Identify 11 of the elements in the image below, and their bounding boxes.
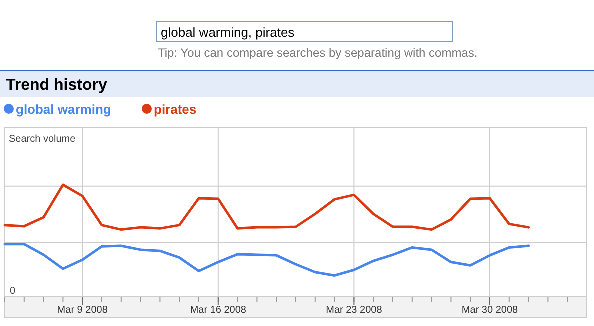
x-tick-label: Mar 30 2008 bbox=[462, 305, 519, 316]
annotation: 0 bbox=[10, 286, 16, 297]
chart-title: Trend history bbox=[6, 77, 108, 94]
x-tick-label: Mar 9 2008 bbox=[57, 305, 108, 316]
legend-label: global warming bbox=[16, 102, 112, 117]
legend-label: pirates bbox=[154, 102, 197, 117]
text: Tip: You can compare searches by separating with commas. bbox=[158, 46, 478, 60]
x-tick-label: Mar 23 2008 bbox=[326, 305, 383, 316]
x-tick-label: Mar 16 2008 bbox=[190, 305, 247, 316]
text: global warming, pirates bbox=[161, 25, 296, 40]
y-axis-title: Search volume bbox=[9, 134, 76, 145]
